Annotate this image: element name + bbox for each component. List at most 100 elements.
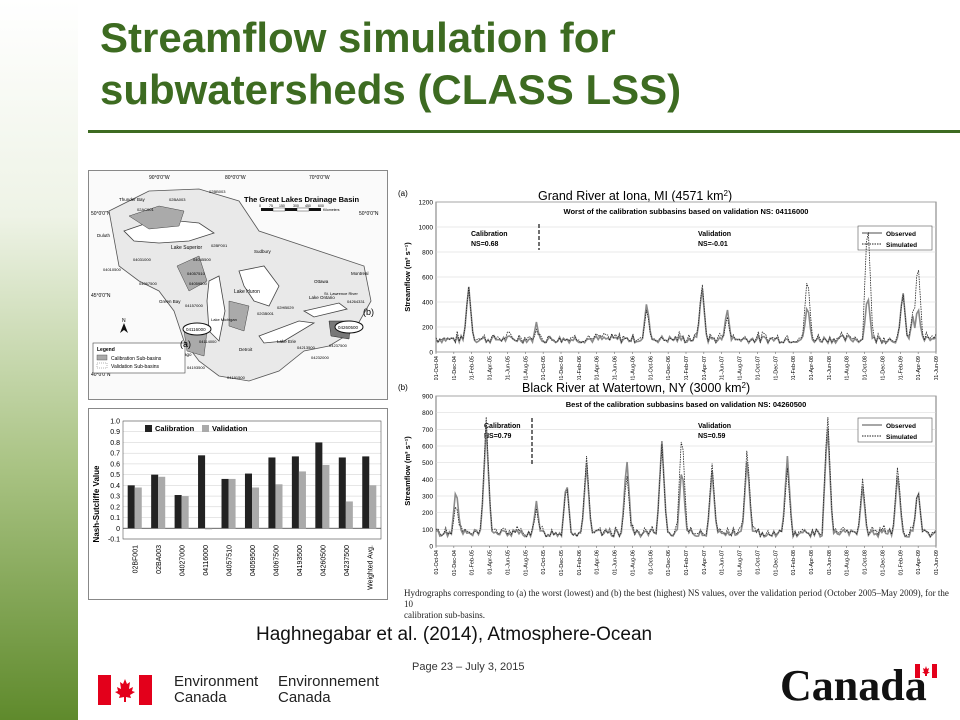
date-tick: 01-Apr-08: [809, 550, 815, 574]
bar-calibration: [198, 455, 206, 529]
date-tick: 01-Oct-08: [863, 356, 869, 380]
marker-b: (b): [363, 307, 374, 317]
lon-label: 70°0'0"W: [309, 175, 330, 181]
date-tick: 01-Jun-07: [720, 356, 726, 381]
hydrograph-b-header: Black River at Watertown, NY (3000 km2): [522, 381, 750, 396]
great-lakes-map: 90°0'0"W 80°0'0"W 70°0'0"W 50°0'0"N 45°0…: [88, 170, 388, 400]
title-divider: [88, 130, 960, 133]
date-tick: 01-Jun-06: [613, 356, 619, 381]
date-tick: 01-Jun-06: [613, 550, 619, 575]
ec-fr-line2: Canada: [278, 689, 331, 706]
date-tick: 01-Aug-05: [523, 550, 529, 576]
panel-a-label: (a): [398, 189, 408, 198]
place-label: Lake Huron: [234, 289, 260, 295]
place-label: Ottawa: [314, 279, 329, 284]
basin-label: 04193500: [187, 365, 206, 370]
legend-swatch-validation: [96, 362, 108, 369]
hydrograph-b-ylabel: Streamflow (m³ s⁻¹): [403, 436, 412, 506]
date-tick: 01-Jun-09: [934, 356, 940, 381]
bar-xtick: Weighted Avg.: [367, 545, 374, 590]
place-label: Duluth: [97, 233, 111, 238]
calibration-ns: NS=0.68: [471, 241, 499, 248]
bar-xtick: 04260500: [320, 545, 327, 576]
bar-validation: [369, 485, 377, 529]
bar-validation: [134, 487, 142, 529]
marker-a: (a): [180, 339, 191, 349]
date-tick: 01-Oct-07: [755, 356, 761, 380]
panel-b-label: (b): [398, 383, 408, 392]
lon-label: 90°0'0"W: [149, 175, 170, 181]
basin-label: 02HB029: [277, 305, 294, 310]
date-tick: 01-Apr-08: [809, 356, 815, 380]
bar-xtick: 04193500: [297, 545, 304, 576]
basin-label: 04031000: [133, 257, 152, 262]
lat-label: 50°0'0"N: [91, 211, 111, 217]
date-tick: 01-Jun-08: [827, 550, 833, 575]
basin-label: 04057510: [187, 271, 206, 276]
date-tick: 01-Dec-06: [666, 550, 672, 576]
ytick: 1200: [419, 200, 434, 207]
date-tick: 01-Jun-05: [505, 356, 511, 381]
hydrograph-b-svg: Black River at Watertown, NY (3000 km2) …: [398, 381, 940, 576]
ytick: 700: [422, 427, 433, 434]
date-tick: 01-Dec-07: [773, 356, 779, 382]
place-label: Thunder Bay: [119, 197, 146, 202]
place-label: Detroit: [239, 347, 253, 352]
ytick: 200: [422, 510, 433, 517]
legend-label: Observed: [886, 423, 916, 430]
bar-xtick: 04027000: [180, 545, 187, 576]
ytick: 400: [422, 477, 433, 484]
ytick: 200: [422, 325, 433, 332]
validation-label: Validation: [698, 423, 731, 430]
basin-label: 04213500: [297, 345, 316, 350]
bar-ytick: 0.2: [110, 504, 120, 511]
bar-calibration: [291, 456, 299, 529]
basin-label: 02AC001: [137, 207, 154, 212]
bar-xtick: 04237500: [344, 545, 351, 576]
lat-label: 45°0'0"N: [91, 293, 111, 299]
ec-fr-line1: Environnement: [278, 673, 379, 690]
plot-frame: [122, 420, 382, 540]
basin-label: 02BF001: [211, 243, 228, 248]
date-tick: 01-Dec-05: [559, 356, 565, 382]
bar-xtick: 04059500: [250, 545, 257, 576]
bar-calibration: [127, 485, 135, 529]
place-label: Sudbury: [254, 249, 272, 254]
basin-label: 04260500: [338, 325, 359, 330]
place-label: Lake Erie: [277, 339, 297, 344]
basin-label: 04264331: [347, 299, 366, 304]
hydrograph-b-subtitle: Best of the calibration subbasins based …: [566, 400, 807, 409]
ytick: 100: [422, 527, 433, 534]
north-arrow-icon: N: [120, 318, 128, 333]
legend-label: Calibration Sub-basins: [111, 356, 162, 362]
citation: Haghnegabar et al. (2014), Atmosphere-Oc…: [256, 624, 653, 645]
date-tick: 01-Aug-06: [630, 550, 636, 576]
scale-bar: [261, 207, 321, 212]
bar-ytick: 0.3: [110, 494, 120, 501]
bar-ytick: 0.5: [110, 472, 120, 479]
scale-tick: 75: [269, 204, 273, 208]
calibration-ns: NS=0.79: [484, 433, 512, 440]
date-tick: 01-Apr-07: [702, 550, 708, 574]
ytick: 400: [422, 300, 433, 307]
calibration-label: Calibration: [471, 231, 508, 238]
map-svg: 90°0'0"W 80°0'0"W 70°0'0"W 50°0'0"N 45°0…: [89, 171, 387, 399]
bar-validation: [322, 464, 330, 529]
bar-ytick: 0: [116, 526, 120, 533]
lon-label: 80°0'0"W: [225, 175, 246, 181]
date-tick: 01-Feb-07: [684, 356, 690, 381]
hydrograph-a-ylabel: Streamflow (m³ s⁻¹): [403, 242, 412, 312]
bar-calibration: [315, 442, 323, 529]
ytick: 800: [422, 410, 433, 417]
environment-canada-en: Environment Canada: [174, 674, 258, 706]
date-tick: 01-Feb-08: [791, 550, 797, 575]
date-tick: 01-Dec-04: [452, 550, 458, 576]
simulated-series: [435, 232, 937, 345]
green-sidebar: [0, 0, 78, 720]
bar-validation: [181, 496, 189, 529]
scale-tick: 150: [279, 204, 285, 208]
date-tick: 01-Dec-07: [773, 550, 779, 576]
legend-label: Validation Sub-basins: [111, 364, 159, 370]
bar-ytick: 0.8: [110, 440, 120, 447]
calibration-subbasin: [128, 205, 185, 230]
